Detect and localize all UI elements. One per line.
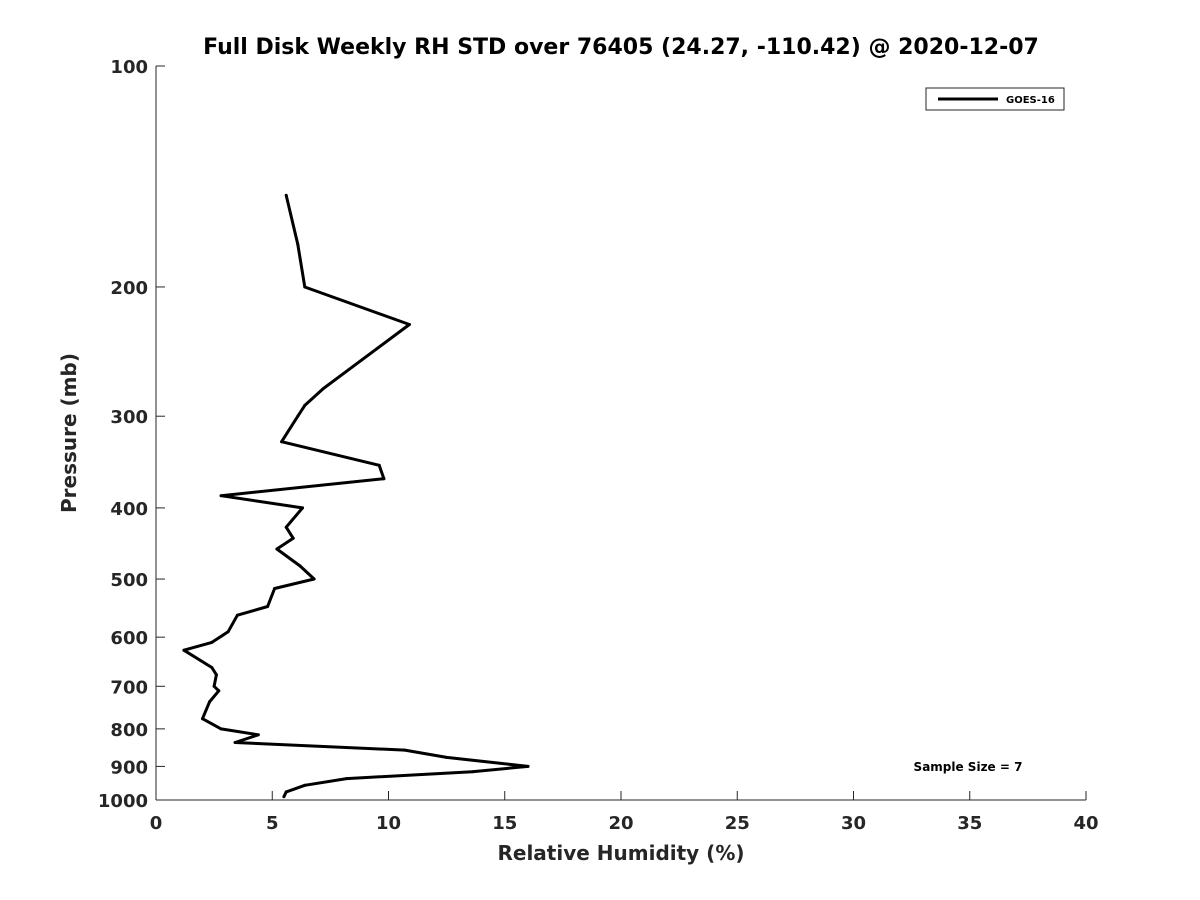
data-point: [470, 770, 474, 774]
data-point: [377, 463, 381, 467]
y-tick-label: 600: [110, 628, 148, 649]
x-tick-label: 40: [1073, 813, 1098, 834]
data-point: [210, 640, 214, 644]
y-tick-label: 800: [110, 720, 148, 741]
x-tick-label: 15: [492, 813, 517, 834]
y-axis-title: Pressure (mb): [57, 353, 81, 513]
y-tick-label: 400: [110, 499, 148, 520]
data-point: [345, 777, 349, 781]
x-tick-label: 25: [725, 813, 750, 834]
data-point: [303, 783, 307, 787]
y-tick-label: 900: [110, 757, 148, 778]
x-tick-label: 35: [957, 813, 982, 834]
x-axis-title: Relative Humidity (%): [497, 841, 744, 865]
y-tick-label: 100: [110, 57, 148, 78]
data-point: [182, 648, 186, 652]
data-point: [273, 587, 277, 590]
data-point: [298, 564, 302, 568]
data-point: [321, 387, 325, 390]
x-tick-label: 10: [376, 813, 401, 834]
data-point: [233, 741, 237, 744]
data-point: [275, 547, 279, 551]
data-point: [226, 630, 230, 634]
data-point: [284, 525, 288, 529]
legend: GOES-16: [925, 87, 1065, 111]
data-point: [526, 764, 530, 768]
data-point: [303, 403, 307, 407]
data-point: [284, 790, 288, 794]
x-tick-label: 0: [150, 813, 163, 834]
chart-title: Full Disk Weekly RH STD over 76405 (24.2…: [203, 35, 1039, 60]
data-point: [291, 536, 295, 540]
sample-size-annotation: Sample Size = 7: [914, 760, 1023, 774]
y-tick-label: 500: [110, 570, 148, 591]
data-point: [403, 748, 407, 752]
data-point: [284, 193, 288, 197]
data-point: [282, 795, 286, 799]
data-point: [208, 700, 211, 704]
data-point: [235, 613, 239, 617]
x-tick-label: 30: [841, 813, 866, 834]
x-tick-label: 20: [608, 813, 633, 834]
series-layer: [182, 193, 530, 799]
y-tick-label: 300: [110, 407, 148, 428]
data-point: [445, 755, 449, 759]
y-ticks: 100 200 300 400 500 600 700 800 900 1000: [98, 57, 165, 812]
data-point: [301, 506, 304, 510]
data-point: [219, 494, 223, 498]
data-point: [280, 440, 284, 444]
data-point: [210, 666, 214, 669]
y-tick-label: 1000: [98, 791, 148, 812]
data-point: [201, 717, 204, 721]
data-point: [296, 414, 300, 418]
data-point: [407, 323, 411, 326]
legend-label-goes-16: GOES-16: [1006, 95, 1055, 106]
data-point: [217, 689, 221, 693]
data-point: [303, 285, 307, 289]
x-ticks: 0 5 10 15 20 25 30 35 40: [150, 791, 1099, 834]
data-point: [214, 673, 218, 677]
y-tick-label: 700: [110, 677, 148, 698]
data-point: [256, 733, 260, 737]
y-tick-label: 200: [110, 278, 148, 299]
data-point: [219, 727, 223, 731]
data-point: [266, 605, 270, 608]
data-point: [212, 684, 216, 688]
series-line-goes-16: [182, 194, 530, 798]
data-point: [382, 477, 386, 481]
data-point: [296, 242, 300, 246]
x-tick-label: 5: [266, 813, 279, 834]
data-point: [312, 577, 316, 581]
